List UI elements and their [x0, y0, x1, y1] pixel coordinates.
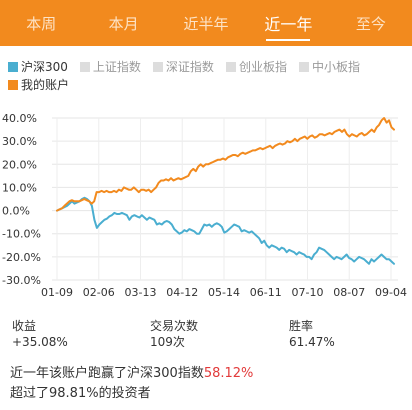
x-tick-label: 09-04 — [375, 286, 407, 299]
legend-swatch — [298, 62, 309, 72]
x-tick-label: 07-10 — [292, 286, 324, 299]
stat-trade-count-value: 109次 — [150, 335, 185, 349]
stat-return: 收益 +35.08% — [12, 318, 68, 350]
legend-item-my-account[interactable]: 我的账户 — [8, 76, 69, 94]
stat-trade-count: 交易次数 109次 — [150, 318, 198, 350]
legend-label: 深证指数 — [165, 60, 214, 74]
legend-swatch — [152, 62, 163, 72]
y-tick-label: 10.0% — [2, 181, 37, 194]
legend-swatch — [8, 80, 18, 90]
legend-label: 中小板指 — [311, 60, 360, 74]
legend-label: 上证指数 — [92, 60, 141, 74]
x-tick-label: 03-13 — [125, 286, 157, 299]
y-tick-label: 0.0% — [2, 205, 30, 218]
summary-line-percentile: 超过了98.81%的投资者 — [10, 386, 151, 401]
series-line-hs300 — [56, 196, 395, 265]
stat-win-rate-value: 61.47% — [289, 335, 335, 349]
y-tick-label: 30.0% — [2, 135, 37, 148]
legend-label: 我的账户 — [21, 78, 70, 92]
y-tick-label: 40.0% — [2, 112, 37, 125]
tab-month[interactable]: 本月 — [108, 14, 139, 33]
legend-item-szse-index[interactable]: 深证指数 — [152, 58, 214, 76]
x-tick-label: 08-07 — [333, 286, 365, 299]
legend-swatch — [79, 62, 90, 72]
y-tick-label: -10.0% — [2, 228, 41, 241]
performance-summary: 近一年该账户跑赢了沪深300指数58.12% 超过了98.81%的投资者 — [10, 364, 406, 404]
summary-outperform-value: 58.12% — [203, 366, 254, 381]
x-tick-label: 01-09 — [41, 286, 73, 299]
summary-outperform-text: 近一年该账户跑赢了沪深300指数 — [10, 366, 204, 381]
stat-return-label: 收益 — [12, 319, 37, 333]
series-line-my-account — [56, 117, 395, 212]
x-tick-label: 06-11 — [250, 286, 282, 299]
tab-since-inception[interactable]: 至今 — [355, 14, 386, 33]
period-tabs: 本周 本月 近半年 近一年 至今 — [0, 0, 412, 46]
tab-week[interactable]: 本周 — [26, 14, 57, 33]
y-tick-label: -30.0% — [2, 274, 41, 287]
tab-half-year[interactable]: 近半年 — [183, 14, 229, 33]
tab-one-year[interactable]: 近一年 — [247, 0, 329, 46]
chart-legend: 沪深300 上证指数 深证指数 创业板指 中小板指 我的账户 — [8, 58, 408, 94]
legend-item-sme-index[interactable]: 中小板指 — [298, 58, 360, 76]
legend-label: 创业板指 — [238, 60, 287, 74]
x-tick-label: 04-12 — [166, 286, 198, 299]
y-tick-label: -20.0% — [2, 251, 41, 264]
x-tick-label: 05-14 — [208, 286, 240, 299]
legend-label: 沪深300 — [21, 60, 68, 74]
x-tick-label: 02-06 — [83, 286, 115, 299]
stat-trade-count-label: 交易次数 — [150, 319, 199, 333]
legend-swatch — [225, 62, 236, 72]
stat-return-value: +35.08% — [12, 335, 68, 349]
stat-win-rate: 胜率 61.47% — [289, 318, 335, 350]
legend-swatch — [8, 62, 18, 72]
legend-item-sse-index[interactable]: 上证指数 — [79, 58, 141, 76]
legend-item-hs300[interactable]: 沪深300 — [8, 58, 68, 76]
y-tick-label: 20.0% — [2, 158, 37, 171]
account-stats: 收益 +35.08% 交易次数 109次 胜率 61.47% — [12, 318, 402, 354]
stat-win-rate-label: 胜率 — [289, 319, 314, 333]
summary-line-outperform: 近一年该账户跑赢了沪深300指数58.12% — [10, 364, 406, 384]
legend-item-chinext-index[interactable]: 创业板指 — [225, 58, 287, 76]
performance-line-chart: 40.0% 30.0% 20.0% 10.0% 0.0% -10.0% -20.0% -30.… — [2, 112, 407, 299]
